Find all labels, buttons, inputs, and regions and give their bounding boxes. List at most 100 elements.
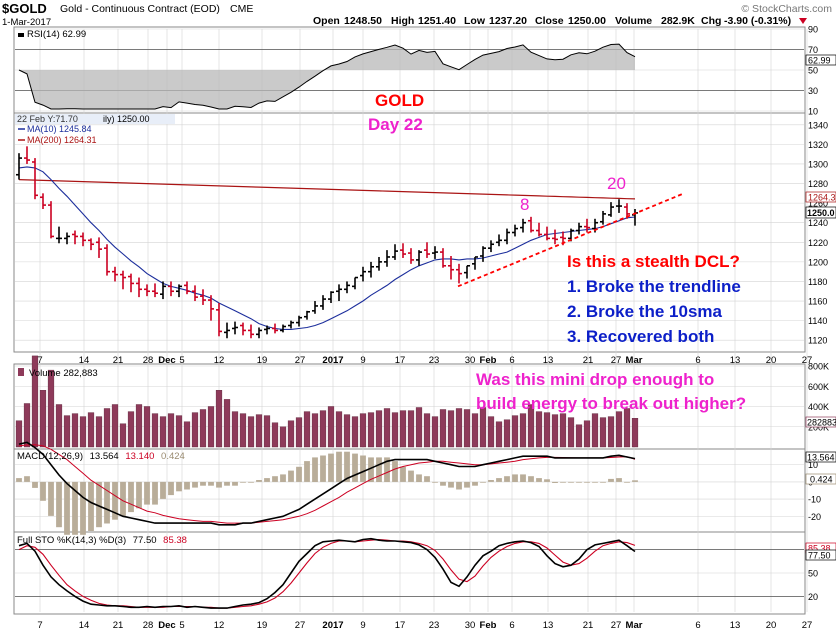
volume-bar <box>319 410 327 448</box>
ohlc-bar <box>448 256 454 280</box>
trendline <box>457 192 685 288</box>
macd-histogram-bar <box>576 481 582 483</box>
volume-bar <box>295 417 303 448</box>
chg-label: Chg <box>701 15 721 27</box>
ohlc-bar <box>304 310 310 320</box>
macd-histogram-bar <box>248 481 254 483</box>
macd-tick-label: -10 <box>808 495 821 505</box>
macd-legend-signal: 13.140 <box>125 451 154 462</box>
volume-bar <box>151 413 159 448</box>
ohlc-bar <box>520 218 526 233</box>
date-tick-label: 9 <box>360 355 365 366</box>
macd-histogram-bar <box>560 481 566 483</box>
ohlc-bar <box>184 281 190 295</box>
macd-histogram-bar <box>280 474 286 482</box>
date-tick-label: 5 <box>179 355 184 366</box>
volume-bar <box>239 413 247 448</box>
volume-bar <box>335 411 343 448</box>
macd-histogram-bar <box>120 481 126 516</box>
ma200-legend: MA(200) 1264.31 <box>27 135 97 145</box>
macd-histogram-bar <box>312 457 318 482</box>
sto-legend-prefix: Full STO %K(14,3) %D(3) <box>17 535 126 546</box>
date-tick-label: 27 <box>802 355 813 366</box>
date-tick-label: 27 <box>611 355 622 366</box>
volume-bar <box>567 417 575 448</box>
volume-bar <box>327 406 335 448</box>
ohlc-bar <box>128 273 134 293</box>
ma10-line <box>18 166 636 330</box>
macd-histogram-bar <box>200 481 206 486</box>
date-tick-label: 14 <box>79 355 90 366</box>
volume-bar <box>559 413 567 448</box>
macd-histogram-bar <box>352 453 358 482</box>
ohlc-bar <box>344 281 350 294</box>
sto-panel <box>13 531 806 615</box>
macd-histogram-bar <box>256 480 262 482</box>
volume-value: 282.9K <box>661 15 695 27</box>
volume-bar <box>527 404 535 448</box>
price-tick-label: 1340 <box>808 120 828 130</box>
volume-bar <box>223 399 231 448</box>
macd-legend-value: 13.564 <box>90 451 119 462</box>
ohlc-bar <box>16 153 22 180</box>
ohlc-bar <box>496 234 502 247</box>
ohlc-bar <box>40 193 46 209</box>
macd-line <box>18 441 636 526</box>
rsi-swatch-icon <box>18 33 24 37</box>
macd-histogram-bar <box>416 474 422 482</box>
ohlc-bar <box>112 266 118 282</box>
annotation-label-20: 20 <box>607 174 626 193</box>
ohlc-bar <box>320 295 326 310</box>
macd-histogram-bar <box>440 481 446 486</box>
macd-histogram-bar <box>56 481 62 528</box>
ohlc-bar <box>440 248 446 268</box>
volume-bar <box>575 424 583 448</box>
volume-bar <box>103 408 111 448</box>
macd-histogram-bar <box>592 481 598 483</box>
ohlc-bar <box>280 324 286 333</box>
ma200-line <box>18 179 636 200</box>
watermark: © StockCharts.com <box>741 3 832 15</box>
volume-bar <box>623 408 631 448</box>
volume-bar <box>175 415 183 448</box>
annotation-day: Day 22 <box>368 115 423 134</box>
ohlc-bar <box>456 263 462 284</box>
macd-histogram-bar <box>496 478 502 482</box>
volume-bar <box>471 413 479 448</box>
vol-tick-label: 400K <box>808 402 829 412</box>
macd-histogram-bar <box>384 457 390 482</box>
macd-histogram-bar <box>192 481 198 488</box>
exchange: CME <box>230 3 253 15</box>
macd-histogram-bar <box>264 478 270 482</box>
macd-histogram-bar <box>360 455 366 482</box>
ohlc-bar <box>104 244 110 276</box>
volume-bar <box>615 411 623 448</box>
volume-bar <box>583 420 591 448</box>
volume-bar <box>303 411 311 448</box>
volume-bar <box>447 410 455 448</box>
date-tick-label: 13 <box>730 620 741 631</box>
date-tick-label: 19 <box>257 620 268 631</box>
annotation-volume-question-1: Was this mini drop enough to <box>476 370 714 389</box>
close-value: 1250.00 <box>568 15 606 27</box>
macd-legend-prefix: MACD(12,26,9) <box>17 451 83 462</box>
ohlc-bar <box>232 321 238 335</box>
date-tick-label: 13 <box>543 355 554 366</box>
volume-bar <box>199 409 207 448</box>
date-tick-label: 5 <box>179 620 184 631</box>
volume-bar <box>415 407 423 448</box>
ohlc-bar <box>200 289 206 305</box>
price-tick-label: 1240 <box>808 218 828 228</box>
chart-series <box>15 43 804 609</box>
rsi-tick-label: 30 <box>808 86 818 96</box>
price-tick-label: 1220 <box>808 238 828 248</box>
macd-value-tag: 13.564 <box>807 453 835 463</box>
ohlc-bar <box>608 202 614 217</box>
ohlc-bar <box>160 281 166 300</box>
ohlc-bar <box>144 284 150 297</box>
ohlc-bar <box>80 232 86 247</box>
rsi-legend: RSI(14) 62.99 <box>18 29 86 40</box>
macd-histogram-bar <box>344 451 350 482</box>
open-value: 1248.50 <box>344 15 382 27</box>
svg-text:MACD(12,26,9) 13.564: MACD(12,26,9) 13.564 13.140 0.424 <box>17 451 185 462</box>
